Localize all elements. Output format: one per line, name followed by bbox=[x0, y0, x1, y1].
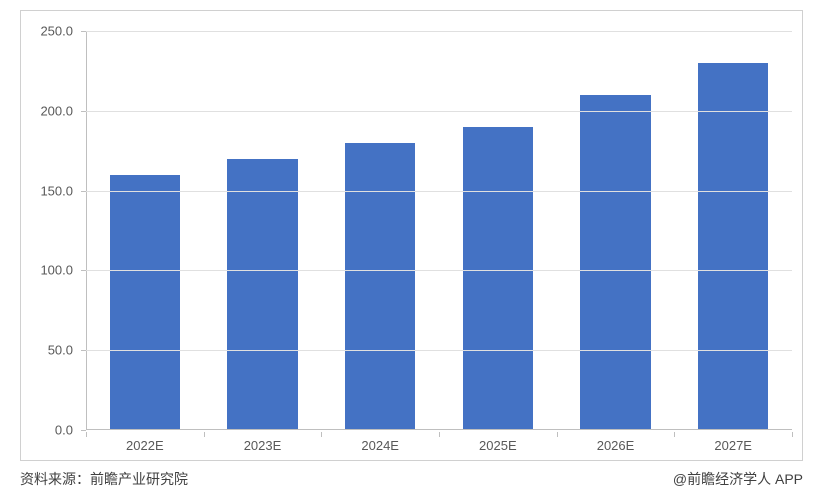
y-tick-label: 150.0 bbox=[40, 183, 73, 198]
gridline bbox=[86, 270, 792, 271]
bar-slot bbox=[674, 31, 792, 430]
bar-slot bbox=[557, 31, 675, 430]
x-tick-mark bbox=[674, 432, 675, 437]
x-tick-mark bbox=[204, 432, 205, 437]
gridline bbox=[86, 111, 792, 112]
x-tick-mark bbox=[557, 432, 558, 437]
x-tick-mark bbox=[321, 432, 322, 437]
bars-group bbox=[86, 31, 792, 430]
bar bbox=[580, 95, 651, 430]
plot-area bbox=[86, 31, 792, 430]
bar-slot bbox=[439, 31, 557, 430]
y-tick-label: 200.0 bbox=[40, 103, 73, 118]
source-label: 资料来源：前瞻产业研究院 bbox=[20, 469, 188, 491]
x-tick-label: 2024E bbox=[321, 432, 439, 460]
chart-container: 0.050.0100.0150.0200.0250.0 2022E2023E20… bbox=[20, 10, 803, 461]
x-axis-line bbox=[86, 429, 792, 430]
bar bbox=[345, 143, 416, 430]
x-tick-mark bbox=[86, 432, 87, 437]
bar-slot bbox=[321, 31, 439, 430]
x-tick-label: 2023E bbox=[204, 432, 322, 460]
y-axis: 0.050.0100.0150.0200.0250.0 bbox=[21, 31, 81, 430]
x-tick-label: 2025E bbox=[439, 432, 557, 460]
gridline bbox=[86, 350, 792, 351]
y-tick-label: 0.0 bbox=[55, 423, 73, 438]
gridline bbox=[86, 191, 792, 192]
credit-label: @前瞻经济学人 APP bbox=[673, 469, 803, 491]
y-tick-mark bbox=[81, 430, 86, 431]
footer: 资料来源：前瞻产业研究院 @前瞻经济学人 APP bbox=[20, 469, 803, 491]
bar-slot bbox=[86, 31, 204, 430]
y-tick-label: 50.0 bbox=[48, 343, 73, 358]
bar-slot bbox=[204, 31, 322, 430]
bar bbox=[227, 159, 298, 430]
y-tick-label: 250.0 bbox=[40, 24, 73, 39]
y-tick-label: 100.0 bbox=[40, 263, 73, 278]
bar bbox=[463, 127, 534, 430]
x-tick-label: 2027E bbox=[674, 432, 792, 460]
x-tick-mark bbox=[439, 432, 440, 437]
gridline bbox=[86, 31, 792, 32]
bar bbox=[110, 175, 181, 430]
x-tick-label: 2022E bbox=[86, 432, 204, 460]
bar bbox=[698, 63, 769, 430]
x-tick-mark bbox=[792, 432, 793, 437]
x-tick-label: 2026E bbox=[557, 432, 675, 460]
x-axis-labels: 2022E2023E2024E2025E2026E2027E bbox=[86, 432, 792, 460]
